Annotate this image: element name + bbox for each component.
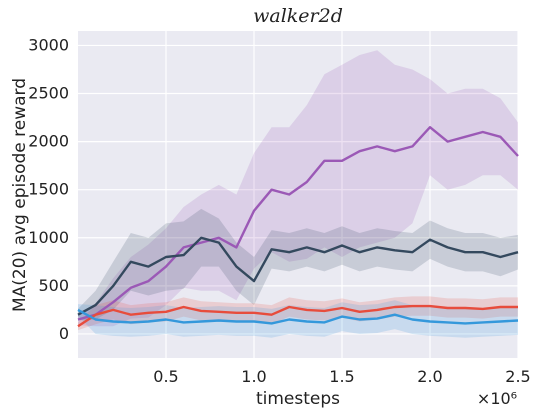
y-axis-label: MA(20) avg episode reward <box>10 78 30 312</box>
y-tick-label: 2000 <box>28 132 69 151</box>
x-axis-label: timesteps <box>256 389 340 409</box>
x-axis-multiplier: ×10⁶ <box>477 389 517 408</box>
confidence-band-2 <box>78 296 518 331</box>
y-tick-label: 0 <box>59 324 69 343</box>
chart-title: walker2d <box>253 5 343 27</box>
y-tick-label: 1000 <box>28 228 69 247</box>
y-tick-labels: 0 500 1000 1500 2000 2500 3000 <box>28 35 69 343</box>
series-line-2 <box>77 304 518 328</box>
series-lines <box>77 125 519 328</box>
y-tick-label: 3000 <box>28 35 69 54</box>
x-tick-label: 1.0 <box>241 367 266 386</box>
series-line-1 <box>77 236 519 316</box>
plot-background <box>78 31 518 358</box>
y-tick-label: 1500 <box>28 180 69 199</box>
y-tick-label: 500 <box>38 276 69 295</box>
y-tick-label: 2500 <box>28 84 69 103</box>
x-tick-label: 2.5 <box>505 367 530 386</box>
x-tick-label: 2.0 <box>417 367 442 386</box>
x-tick-label: 0.5 <box>153 367 178 386</box>
confidence-band-1 <box>78 208 518 321</box>
x-tick-label: 1.5 <box>329 367 354 386</box>
confidence-band-3 <box>78 300 518 338</box>
series-line-3 <box>77 308 519 325</box>
series-line-0 <box>77 125 519 321</box>
x-tick-labels: 0.5 1.0 1.5 2.0 2.5 <box>153 367 530 386</box>
grid-lines <box>78 31 519 358</box>
